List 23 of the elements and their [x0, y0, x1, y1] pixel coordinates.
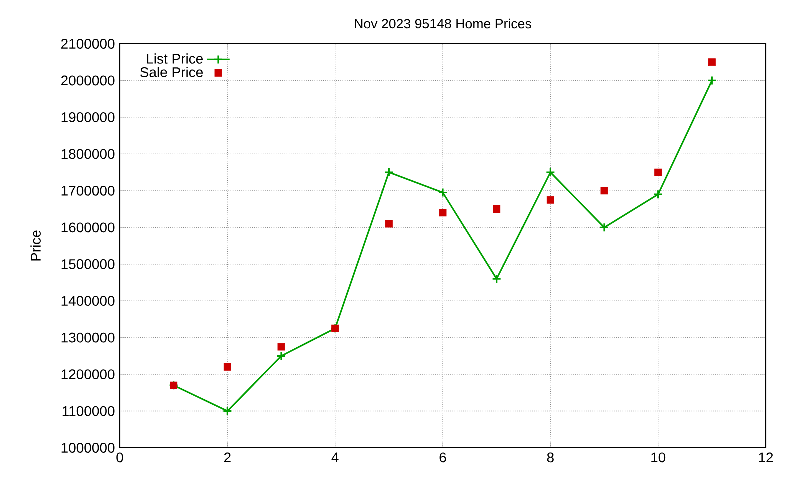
y-tick-label: 1900000	[62, 112, 115, 122]
x-tick-label: 2	[224, 452, 231, 462]
y-axis-title: Price	[30, 230, 41, 261]
y-tick-label: 1000000	[62, 443, 115, 453]
x-tick-label: 6	[440, 452, 446, 463]
y-tick-label: 1300000	[62, 332, 115, 343]
x-tick-label: 10	[652, 452, 666, 463]
y-tick-label: 1700000	[62, 186, 115, 196]
legend-label: List Price	[147, 54, 204, 64]
y-tick-label: 2000000	[62, 76, 115, 86]
y-tick-label: 2100000	[62, 39, 115, 49]
x-tick-label: 12	[759, 452, 774, 462]
y-tick-label: 1800000	[62, 149, 115, 160]
x-tick-label: 8	[547, 452, 554, 463]
y-tick-label: 1200000	[62, 370, 115, 380]
chart-title: Nov 2023 95148 Home Prices	[355, 18, 532, 29]
legend-label: Sale Price	[140, 67, 204, 78]
x-tick-label: 4	[332, 452, 339, 462]
y-tick-label: 1400000	[62, 296, 115, 306]
y-tick-label: 1100000	[62, 406, 115, 416]
y-tick-label: 1600000	[62, 222, 115, 233]
x-tick-label: 0	[116, 452, 124, 463]
y-tick-label: 1500000	[62, 259, 115, 270]
